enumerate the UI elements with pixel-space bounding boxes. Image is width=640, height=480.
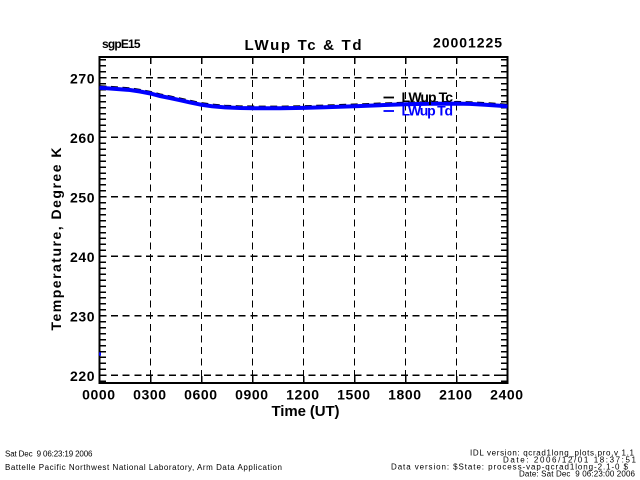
svg-text:LWup Tc: LWup Tc — [402, 89, 454, 105]
svg-text:0300: 0300 — [133, 387, 166, 403]
svg-text:230: 230 — [70, 309, 95, 325]
svg-text:Battelle Pacific Northwest Nat: Battelle Pacific Northwest National Labo… — [5, 463, 282, 472]
svg-text:250: 250 — [70, 190, 95, 206]
svg-text:220: 220 — [70, 368, 95, 384]
svg-text:Date: Sat Dec 9 06:23:00 2006: Date: Sat Dec 9 06:23:00 2006 — [519, 470, 636, 479]
svg-text:IDL version: qcrad1long_plots.: IDL version: qcrad1long_plots.pro,v 1.1 — [470, 449, 635, 458]
svg-text:20001225: 20001225 — [433, 35, 502, 51]
svg-text:2400: 2400 — [490, 387, 523, 403]
svg-text:2100: 2100 — [439, 387, 472, 403]
svg-text:Date: 2006/12/01 18:37:51: Date: 2006/12/01 18:37:51 — [503, 456, 637, 465]
svg-text:Sat Dec 9 06:23:19 2006: Sat Dec 9 06:23:19 2006 — [5, 449, 93, 458]
svg-text:260: 260 — [70, 130, 95, 146]
svg-text:sgpE15: sgpE15 — [102, 37, 141, 51]
svg-text:270: 270 — [70, 71, 95, 87]
svg-text:1800: 1800 — [388, 387, 421, 403]
svg-text:0000: 0000 — [82, 387, 115, 403]
svg-text:Data version: $State: process-: Data version: $State: process-vap-qcrad1… — [391, 463, 629, 472]
svg-text:0900: 0900 — [235, 387, 268, 403]
svg-text:LWup Td: LWup Td — [402, 102, 454, 118]
svg-text:Temperature, Degree K: Temperature, Degree K — [48, 148, 64, 331]
svg-text:1500: 1500 — [337, 387, 370, 403]
svg-text:240: 240 — [70, 249, 95, 265]
svg-text:Time (UT): Time (UT) — [272, 403, 340, 420]
svg-text:LWup Tc & Td: LWup Tc & Td — [245, 37, 362, 54]
svg-text:0600: 0600 — [184, 387, 217, 403]
svg-text:1200: 1200 — [286, 387, 319, 403]
